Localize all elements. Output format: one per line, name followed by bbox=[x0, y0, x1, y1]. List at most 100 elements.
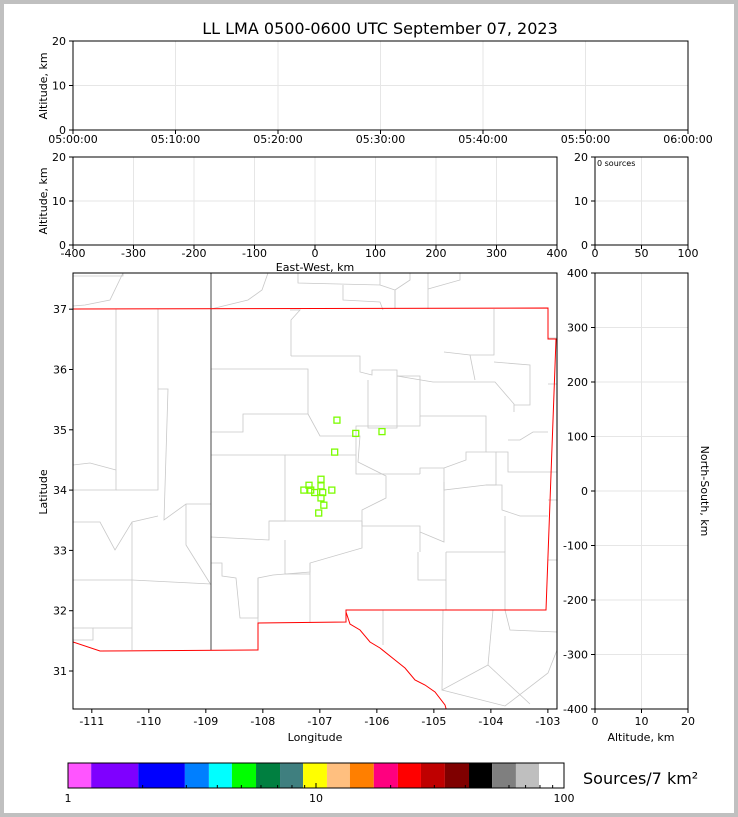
county-border bbox=[73, 579, 212, 585]
y-tick-label: 400 bbox=[567, 267, 588, 280]
y-tick-label: 10 bbox=[52, 80, 66, 93]
y-tick-label: 20 bbox=[574, 151, 588, 164]
y-tick-label: 0 bbox=[581, 239, 588, 252]
colorbar-segment bbox=[303, 763, 327, 788]
colorbar-segment bbox=[515, 763, 540, 788]
county-border bbox=[290, 309, 301, 356]
plan-ylabel: Latitude bbox=[37, 469, 50, 515]
colorbar-segment bbox=[397, 763, 421, 788]
x-tick-label: -108 bbox=[250, 715, 275, 728]
county-border bbox=[396, 375, 515, 412]
y-tick-label: 35 bbox=[53, 424, 67, 437]
y-tick-label: 20 bbox=[52, 35, 66, 48]
x-tick-label: -200 bbox=[182, 247, 207, 260]
x-tick-label: 300 bbox=[486, 247, 507, 260]
x-tick-label: 10 bbox=[635, 715, 649, 728]
y-tick-label: 100 bbox=[567, 431, 588, 444]
lightning-source-marker bbox=[328, 486, 336, 494]
y-tick-label: 0 bbox=[59, 239, 66, 252]
state-border-red bbox=[73, 307, 557, 652]
x-tick-label: 05:30:00 bbox=[356, 133, 405, 146]
county-border bbox=[185, 504, 212, 586]
axes-frame bbox=[594, 272, 689, 710]
x-tick-label: 100 bbox=[365, 247, 386, 260]
colorbar-segment bbox=[469, 763, 493, 788]
x-tick-label: -400 bbox=[61, 247, 86, 260]
lightning-source-marker bbox=[300, 486, 308, 494]
county-border bbox=[487, 609, 494, 666]
county-border bbox=[355, 416, 421, 475]
county-border bbox=[441, 609, 531, 705]
x-tick-label: -103 bbox=[535, 715, 560, 728]
county-border bbox=[284, 540, 310, 575]
x-tick-label: 05:40:00 bbox=[458, 133, 507, 146]
county-border bbox=[504, 609, 557, 633]
county-border bbox=[394, 273, 411, 309]
lightning-source-marker bbox=[331, 448, 339, 456]
county-border bbox=[73, 462, 117, 471]
county-border bbox=[73, 273, 124, 307]
y-tick-label: -400 bbox=[563, 703, 588, 716]
x-tick-label: 0 bbox=[592, 247, 599, 260]
colorbar-segment bbox=[326, 763, 350, 788]
x-tick-label: 0 bbox=[312, 247, 319, 260]
county-border bbox=[469, 354, 476, 381]
county-border bbox=[210, 273, 269, 310]
x-tick-label: 05:20:00 bbox=[253, 133, 302, 146]
y-tick-label: 33 bbox=[53, 544, 67, 557]
colorbar-segment bbox=[280, 763, 304, 788]
county-border bbox=[73, 309, 117, 491]
axes-frame bbox=[72, 40, 689, 131]
county-border bbox=[211, 521, 363, 619]
x-tick-label: -105 bbox=[421, 715, 446, 728]
county-border bbox=[73, 273, 124, 277]
y-tick-label: 200 bbox=[567, 376, 588, 389]
colorbar-segment bbox=[256, 763, 281, 788]
county-border bbox=[210, 454, 286, 541]
lightning-source-marker bbox=[333, 416, 341, 424]
x-tick-label: -106 bbox=[364, 715, 389, 728]
chart-title: LL LMA 0500-0600 UTC September 07, 2023 bbox=[202, 19, 558, 38]
lightning-source-marker bbox=[352, 429, 360, 438]
county-border bbox=[73, 515, 159, 551]
colorbar-segment bbox=[231, 763, 257, 788]
colorbar-segment bbox=[492, 763, 516, 788]
colorbar-tick-label: 100 bbox=[554, 792, 575, 805]
y-tick-label: 0 bbox=[581, 485, 588, 498]
axes-frame bbox=[594, 156, 689, 246]
county-border bbox=[443, 451, 497, 491]
time-ylabel: Altitude, km bbox=[37, 52, 50, 119]
colorbar-tick-label: 1 bbox=[65, 792, 72, 805]
x-tick-label: -110 bbox=[136, 715, 161, 728]
x-tick-label: 05:00:00 bbox=[48, 133, 97, 146]
colorbar-segment bbox=[349, 763, 374, 788]
y-tick-label: -300 bbox=[563, 649, 588, 662]
county-border bbox=[116, 309, 159, 491]
county-border bbox=[427, 273, 461, 290]
county-border bbox=[486, 484, 548, 517]
colorbar-tick-label: 10 bbox=[309, 792, 323, 805]
county-border bbox=[342, 285, 384, 311]
lightning-source-marker bbox=[317, 475, 325, 483]
county-border bbox=[441, 649, 557, 707]
county-border bbox=[443, 309, 495, 356]
source-count: 0 sources bbox=[597, 159, 635, 168]
ns-xlabel: Altitude, km bbox=[607, 731, 674, 744]
colorbar-segment bbox=[138, 763, 185, 788]
county-border bbox=[445, 551, 506, 611]
y-tick-label: 300 bbox=[567, 322, 588, 335]
county-border bbox=[297, 273, 381, 286]
lightning-source-marker bbox=[317, 494, 325, 502]
county-border bbox=[496, 451, 557, 473]
county-border bbox=[379, 284, 396, 309]
x-tick-label: -300 bbox=[121, 247, 146, 260]
x-tick-label: 400 bbox=[547, 247, 568, 260]
x-tick-label: 05:50:00 bbox=[561, 133, 610, 146]
y-tick-label: 0 bbox=[59, 124, 66, 137]
x-tick-label: 20 bbox=[681, 715, 695, 728]
map-layer bbox=[73, 273, 557, 709]
y-tick-label: 10 bbox=[52, 195, 66, 208]
ew-ylabel: Altitude, km bbox=[37, 167, 50, 234]
county-border bbox=[158, 388, 211, 521]
